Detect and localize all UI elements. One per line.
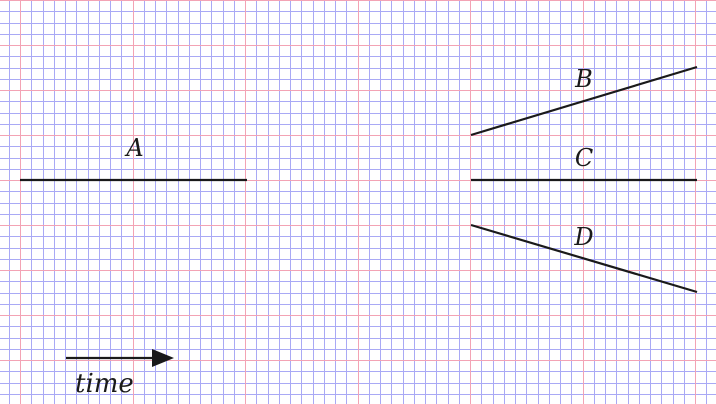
segment-d-line (470, 223, 698, 294)
segment-labels: A B C D (124, 65, 593, 251)
arrow-right-icon (152, 349, 174, 367)
line-segments (20, 65, 698, 294)
segment-c-label: C (575, 144, 593, 172)
segment-d-label: D (573, 223, 593, 251)
segment-b-label: B (574, 65, 593, 93)
segment-b-line (470, 65, 698, 137)
time-arrow: time (66, 349, 174, 399)
time-label: time (75, 369, 134, 399)
segment-a-label: A (124, 134, 143, 162)
